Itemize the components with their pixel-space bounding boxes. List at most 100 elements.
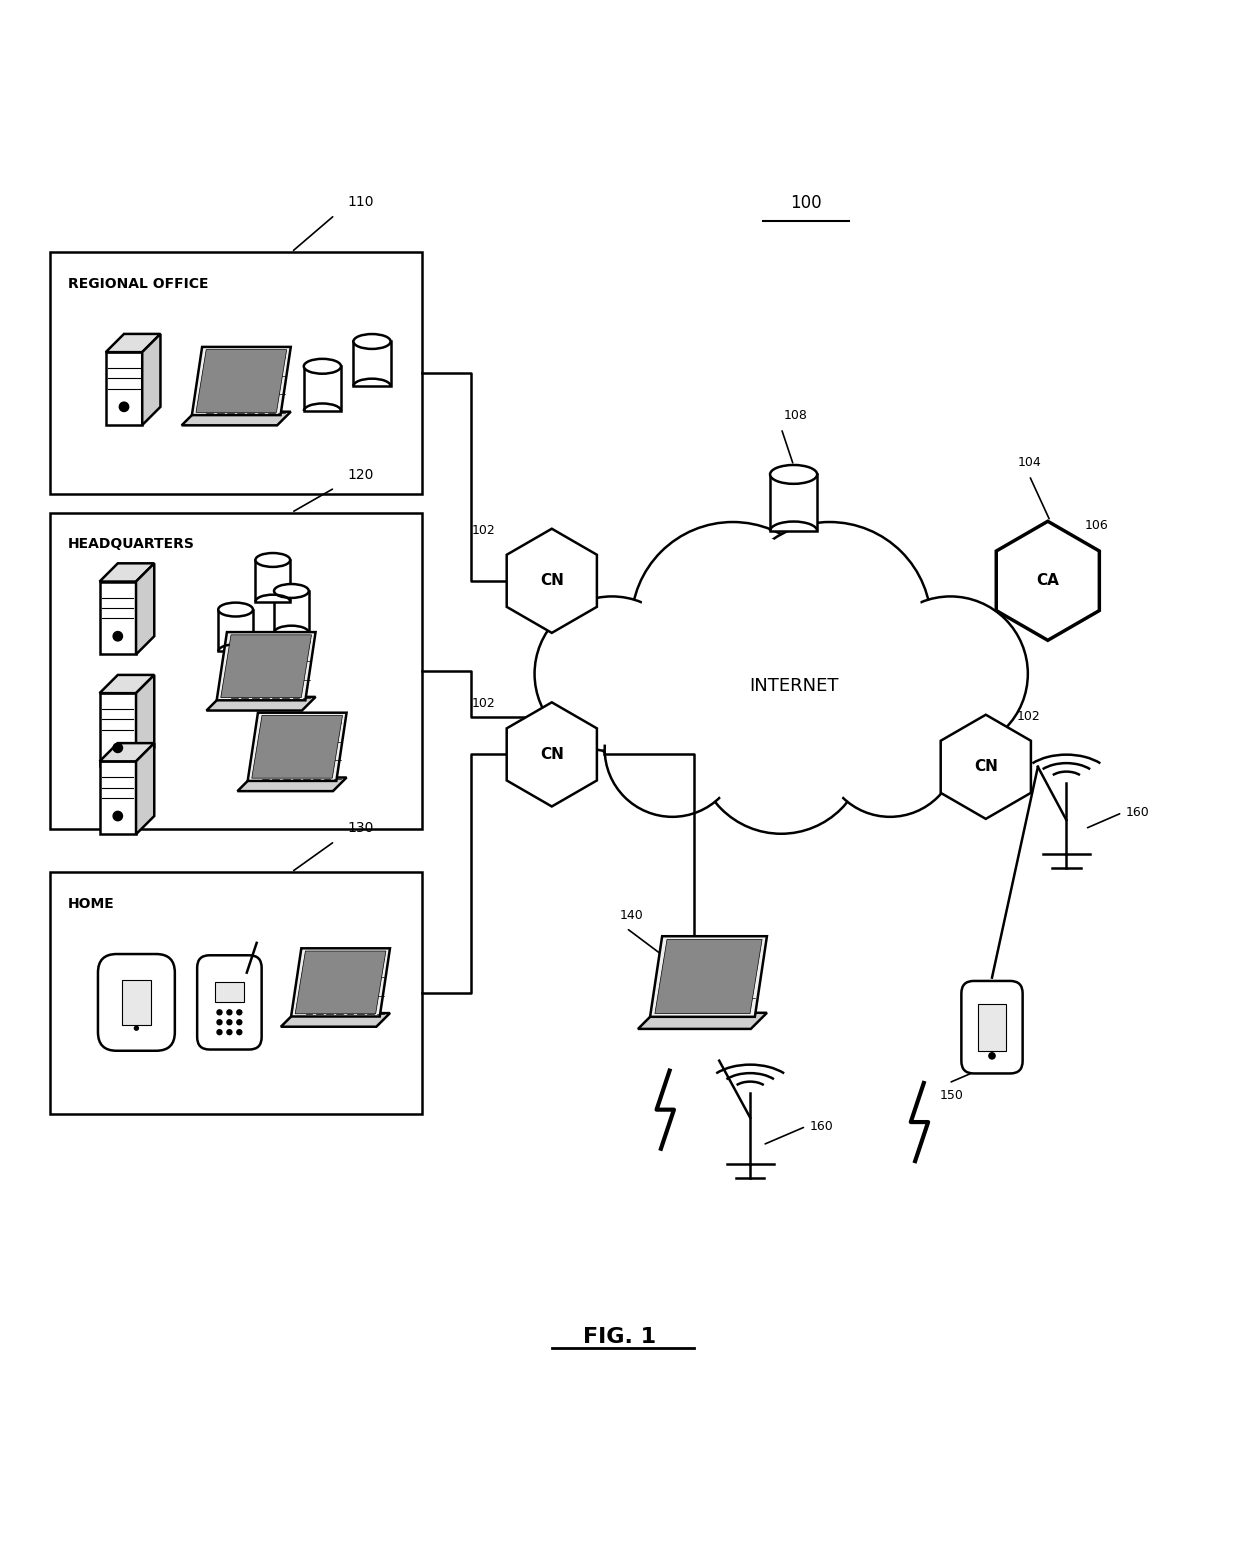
- Polygon shape: [99, 581, 136, 654]
- Polygon shape: [143, 334, 160, 425]
- Polygon shape: [99, 563, 154, 581]
- Polygon shape: [650, 937, 766, 1017]
- Text: 100: 100: [790, 193, 822, 212]
- Circle shape: [828, 686, 952, 812]
- Ellipse shape: [353, 334, 391, 349]
- Text: CA: CA: [1037, 574, 1059, 589]
- Ellipse shape: [218, 603, 253, 617]
- Text: CN: CN: [539, 747, 564, 762]
- FancyBboxPatch shape: [197, 955, 262, 1050]
- FancyBboxPatch shape: [122, 980, 151, 1025]
- Text: 102: 102: [1017, 710, 1040, 722]
- Text: HEADQUARTERS: HEADQUARTERS: [68, 538, 195, 552]
- Circle shape: [227, 1030, 232, 1034]
- Text: 104: 104: [1017, 456, 1042, 468]
- Text: REGIONAL OFFICE: REGIONAL OFFICE: [68, 277, 208, 291]
- Text: 106: 106: [1085, 519, 1109, 532]
- Polygon shape: [507, 702, 596, 807]
- Text: 160: 160: [1126, 805, 1149, 819]
- Circle shape: [237, 1010, 242, 1014]
- Circle shape: [534, 597, 689, 751]
- Polygon shape: [770, 475, 817, 530]
- Polygon shape: [99, 676, 154, 693]
- Circle shape: [988, 1053, 996, 1059]
- Ellipse shape: [304, 359, 341, 374]
- FancyBboxPatch shape: [50, 513, 422, 829]
- Polygon shape: [274, 591, 309, 632]
- Text: FIG. 1: FIG. 1: [584, 1326, 656, 1347]
- Polygon shape: [218, 609, 253, 651]
- Polygon shape: [639, 1013, 766, 1030]
- Polygon shape: [304, 366, 341, 411]
- Circle shape: [640, 530, 826, 717]
- Polygon shape: [136, 744, 154, 835]
- Polygon shape: [181, 411, 290, 425]
- Text: 130: 130: [347, 821, 373, 835]
- FancyBboxPatch shape: [50, 252, 422, 495]
- Circle shape: [658, 552, 904, 796]
- Polygon shape: [941, 714, 1030, 819]
- Circle shape: [119, 402, 129, 411]
- Circle shape: [703, 671, 859, 827]
- FancyBboxPatch shape: [98, 954, 175, 1051]
- Circle shape: [541, 603, 683, 745]
- Circle shape: [649, 541, 914, 807]
- Polygon shape: [238, 778, 347, 792]
- Text: CN: CN: [973, 759, 998, 775]
- Text: 120: 120: [347, 467, 373, 482]
- Polygon shape: [255, 560, 290, 601]
- Circle shape: [806, 606, 975, 775]
- Polygon shape: [221, 635, 311, 697]
- Circle shape: [217, 1010, 222, 1014]
- Circle shape: [822, 682, 957, 816]
- Text: 108: 108: [784, 410, 807, 422]
- Circle shape: [631, 523, 835, 725]
- Polygon shape: [507, 529, 596, 632]
- Text: 160: 160: [810, 1119, 833, 1133]
- Ellipse shape: [255, 553, 290, 567]
- Circle shape: [217, 1030, 222, 1034]
- Polygon shape: [996, 521, 1100, 640]
- Circle shape: [610, 686, 734, 812]
- Circle shape: [588, 606, 756, 775]
- Circle shape: [737, 530, 923, 717]
- Polygon shape: [248, 713, 346, 781]
- Circle shape: [217, 1020, 222, 1025]
- Circle shape: [227, 1010, 232, 1014]
- Circle shape: [580, 598, 764, 782]
- Polygon shape: [353, 342, 391, 386]
- Polygon shape: [99, 693, 136, 767]
- Circle shape: [799, 598, 982, 782]
- Circle shape: [728, 523, 931, 725]
- Polygon shape: [99, 761, 136, 835]
- Text: 150: 150: [940, 1090, 963, 1102]
- Circle shape: [879, 603, 1022, 745]
- Text: CN: CN: [539, 574, 564, 589]
- Text: 110: 110: [347, 195, 373, 209]
- Polygon shape: [655, 940, 763, 1014]
- Polygon shape: [136, 563, 154, 654]
- Circle shape: [237, 1020, 242, 1025]
- Polygon shape: [192, 346, 290, 416]
- Polygon shape: [206, 697, 315, 711]
- Polygon shape: [105, 352, 143, 425]
- Polygon shape: [252, 716, 342, 778]
- Circle shape: [134, 1027, 139, 1030]
- FancyBboxPatch shape: [215, 982, 244, 1002]
- Circle shape: [237, 1030, 242, 1034]
- Text: HOME: HOME: [68, 897, 115, 911]
- Circle shape: [227, 1020, 232, 1025]
- Polygon shape: [105, 334, 160, 352]
- Text: 102: 102: [471, 524, 495, 536]
- Circle shape: [113, 744, 123, 753]
- Ellipse shape: [770, 465, 817, 484]
- Text: INTERNET: INTERNET: [749, 677, 838, 696]
- Polygon shape: [291, 948, 389, 1017]
- Ellipse shape: [274, 584, 309, 598]
- Circle shape: [113, 631, 123, 642]
- Circle shape: [873, 597, 1028, 751]
- FancyBboxPatch shape: [961, 982, 1023, 1073]
- Polygon shape: [295, 951, 386, 1014]
- Polygon shape: [136, 676, 154, 767]
- Polygon shape: [99, 744, 154, 761]
